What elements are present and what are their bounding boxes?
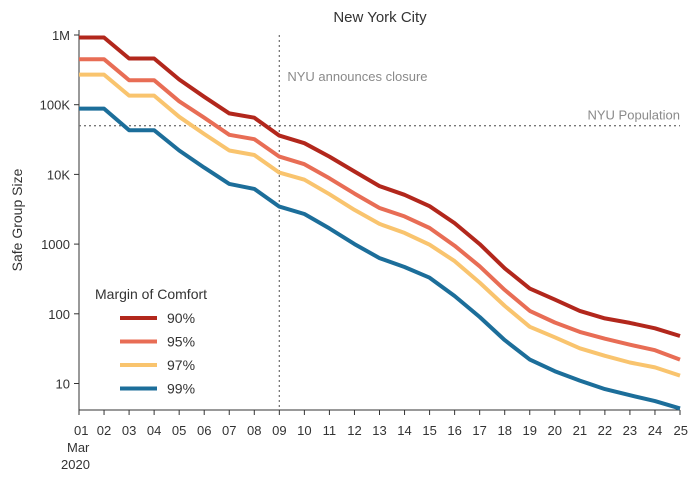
- x-tick-label: 15: [422, 423, 436, 438]
- x-tick-label: 07: [222, 423, 236, 438]
- x-year-label: 2020: [61, 457, 90, 472]
- x-tick-label: 11: [323, 423, 337, 438]
- y-tick-label: 1000: [41, 237, 70, 252]
- series-line-99pct: [79, 106, 681, 411]
- x-tick-label: 01: [74, 423, 88, 438]
- y-tick-label: 100K: [40, 98, 71, 113]
- plot-area: 10 100 1000 10K 100K 1M 01 02 03 04 05 06 07 08 09 10 11…: [40, 28, 688, 472]
- legend-label: 95%: [167, 334, 195, 350]
- x-tick-label: 03: [122, 423, 136, 438]
- chart-title: New York City: [333, 9, 427, 26]
- legend-label: 97%: [167, 357, 195, 373]
- legend-title: Margin of Comfort: [95, 286, 207, 302]
- series-line-97pct: [79, 72, 681, 378]
- x-tick-label: 17: [472, 423, 486, 438]
- series-line-95pct: [79, 57, 681, 362]
- closure-annotation-label: NYU announces closure: [287, 69, 427, 84]
- x-tick-label: 05: [172, 423, 186, 438]
- legend: Margin of Comfort 90% 95% 97% 99%: [95, 286, 207, 397]
- y-tick-label: 10K: [47, 167, 70, 182]
- series-line-90pct: [79, 35, 681, 338]
- x-tick-label: 10: [297, 423, 311, 438]
- population-annotation-label: NYU Population: [588, 108, 681, 123]
- legend-label: 90%: [167, 310, 195, 326]
- x-month-label: Mar: [67, 440, 90, 455]
- x-tick-label: 25: [674, 423, 688, 438]
- x-tick-label: 18: [497, 423, 511, 438]
- y-tick-label: 1M: [52, 28, 70, 43]
- y-tick-label: 100: [48, 307, 70, 322]
- x-tick-label: 13: [372, 423, 386, 438]
- x-tick-label: 09: [272, 423, 286, 438]
- x-tick-label: 12: [347, 423, 361, 438]
- x-tick-label: 14: [397, 423, 411, 438]
- x-tick-label: 22: [598, 423, 612, 438]
- x-tick-label: 04: [147, 423, 161, 438]
- x-tick-label: 20: [548, 423, 562, 438]
- legend-label: 99%: [167, 381, 195, 397]
- x-tick-label: 21: [573, 423, 587, 438]
- x-tick-label: 19: [523, 423, 537, 438]
- x-tick-label: 02: [97, 423, 111, 438]
- y-axis-title: Safe Group Size: [9, 168, 25, 271]
- y-tick-label: 10: [56, 377, 70, 392]
- x-tick-label: 16: [447, 423, 461, 438]
- x-tick-label: 06: [197, 423, 211, 438]
- x-tick-label: 24: [648, 423, 662, 438]
- x-tick-label: 23: [623, 423, 637, 438]
- x-tick-label: 08: [247, 423, 261, 438]
